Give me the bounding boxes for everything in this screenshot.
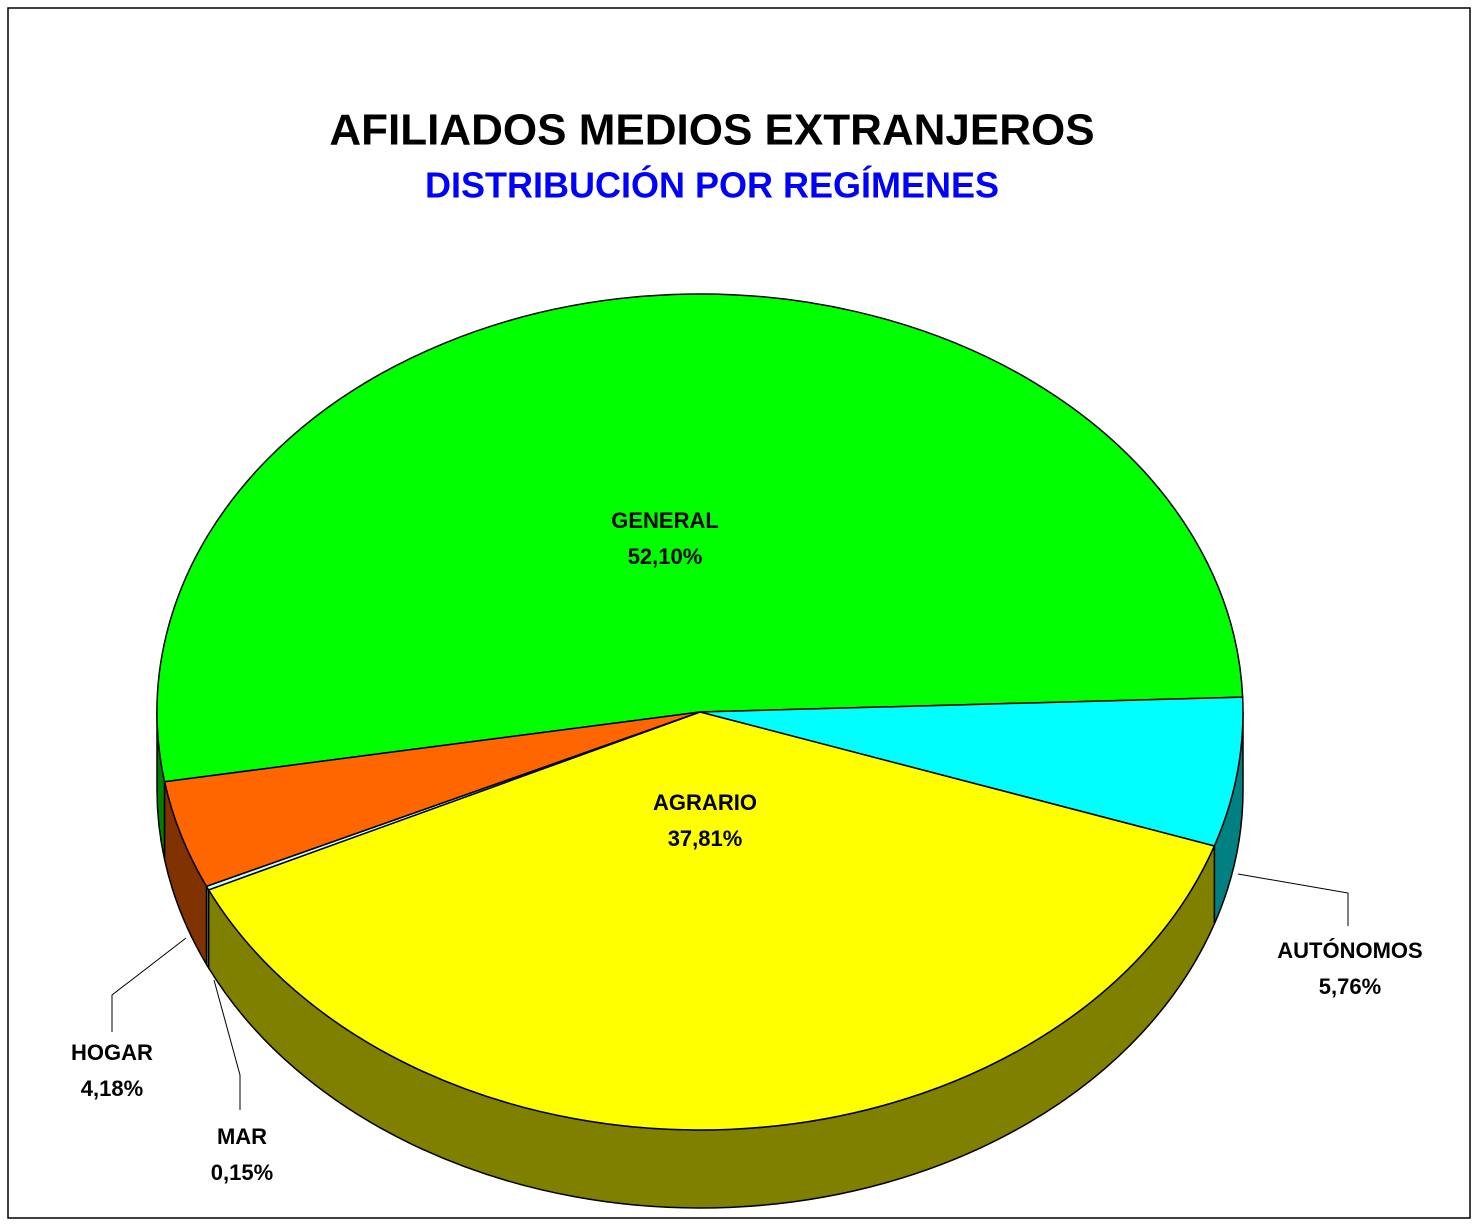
pie-labels: GENERAL 52,10% AUTÓNOMOS 5,76% AGRARIO 37,81%… bbox=[71, 508, 1423, 1185]
leader-line bbox=[1237, 873, 1349, 926]
pie-tops bbox=[156, 293, 1244, 1131]
slice-label: GENERAL bbox=[611, 508, 719, 533]
leader-line bbox=[213, 979, 241, 1110]
slice bbox=[207, 711, 1216, 1131]
slice-label: HOGAR bbox=[71, 1040, 153, 1065]
leader-line bbox=[111, 937, 187, 1032]
slice bbox=[699, 696, 1244, 847]
slice-value-label: 5,76% bbox=[1319, 974, 1381, 999]
chart-title: AFILIADOS MEDIOS EXTRANJEROS bbox=[329, 106, 1094, 155]
slice-label: AGRARIO bbox=[653, 790, 757, 815]
slice-value-label: 37,81% bbox=[668, 826, 743, 851]
slice-value-label: 0,15% bbox=[211, 1160, 273, 1185]
chart-subtitle: DISTRIBUCIÓN POR REGÍMENES bbox=[425, 164, 999, 206]
slice-label: AUTÓNOMOS bbox=[1277, 938, 1422, 963]
slice-value-label: 52,10% bbox=[628, 544, 703, 569]
slice-value-label: 4,18% bbox=[81, 1076, 143, 1101]
slice bbox=[163, 711, 701, 888]
slice bbox=[156, 293, 1244, 783]
slice-label: MAR bbox=[217, 1124, 267, 1149]
